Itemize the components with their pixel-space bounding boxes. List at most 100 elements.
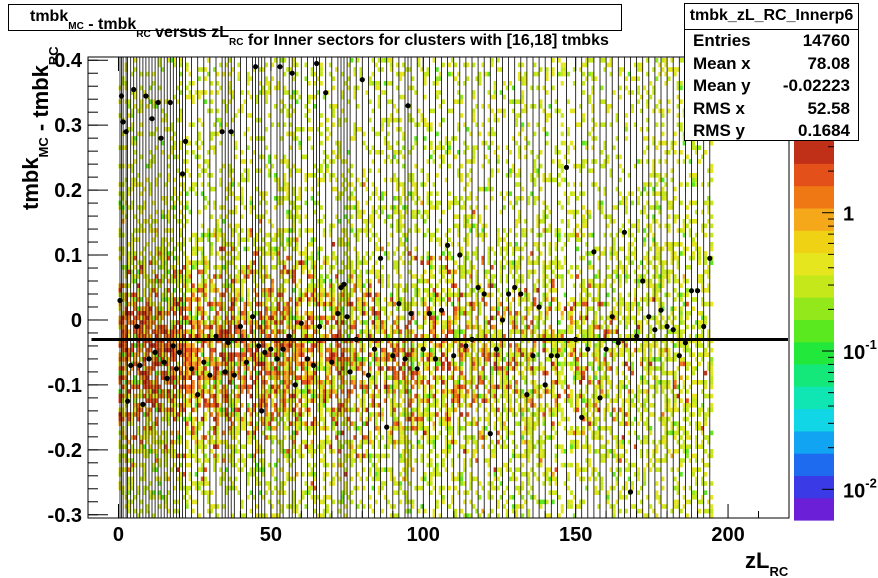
heatmap-cell xyxy=(280,200,284,206)
heatmap-cell xyxy=(414,191,418,196)
heatmap-cell xyxy=(405,426,409,431)
heatmap-cell xyxy=(386,357,390,362)
heatmap-cell xyxy=(142,380,146,385)
heatmap-cell xyxy=(447,297,451,302)
heatmap-cell xyxy=(142,329,146,334)
heatmap-cell xyxy=(145,274,149,279)
heatmap-cell xyxy=(206,150,210,155)
heatmap-cell xyxy=(316,246,320,252)
heatmap-cell xyxy=(344,159,348,164)
heatmap-cell xyxy=(158,265,162,270)
heatmap-cell xyxy=(438,163,442,169)
heatmap-cell xyxy=(328,306,332,311)
heatmap-cell xyxy=(179,403,183,408)
heatmap-cell xyxy=(197,370,201,376)
heatmap-cell xyxy=(243,320,247,325)
heatmap-cell xyxy=(347,416,351,422)
heatmap-cell xyxy=(261,361,265,367)
heatmap-cell xyxy=(332,357,336,362)
heatmap-cell xyxy=(313,200,317,206)
heatmap-cell xyxy=(313,485,317,491)
heatmap-cell xyxy=(386,131,390,137)
heatmap-cell xyxy=(374,472,378,477)
heatmap-cell xyxy=(133,361,137,367)
heatmap-cell xyxy=(292,136,296,141)
heatmap-cell xyxy=(231,182,235,187)
heatmap-cell xyxy=(243,99,247,104)
heatmap-cell xyxy=(237,393,241,399)
heatmap-cell xyxy=(399,485,403,491)
heatmap-cell xyxy=(478,380,482,385)
heatmap-cell xyxy=(188,81,192,86)
heatmap-cell xyxy=(161,297,165,302)
heatmap-cell xyxy=(219,315,223,321)
heatmap-cell xyxy=(191,251,195,256)
heatmap-cell xyxy=(280,99,284,104)
heatmap-cell xyxy=(426,361,430,367)
heatmap-cell xyxy=(127,251,131,256)
heatmap-cell xyxy=(152,283,156,288)
heatmap-cell xyxy=(332,76,336,81)
heatmap-cell xyxy=(289,315,293,321)
heatmap-cell xyxy=(380,508,384,514)
heatmap-cell xyxy=(307,173,311,178)
heatmap-cell xyxy=(130,499,134,505)
heatmap-cell xyxy=(210,306,214,311)
heatmap-cell xyxy=(249,435,253,440)
heatmap-cell xyxy=(274,485,278,491)
heatmap-cell xyxy=(389,513,393,518)
heatmap-cell xyxy=(130,421,134,426)
heatmap-cell xyxy=(225,393,229,399)
heatmap-cell xyxy=(203,260,207,265)
heatmap-cell xyxy=(185,274,189,279)
heatmap-cell xyxy=(475,444,479,449)
heatmap-cell xyxy=(228,444,232,449)
heatmap-cell xyxy=(280,352,284,357)
heatmap-cell xyxy=(216,439,220,445)
heatmap-cell xyxy=(322,462,326,468)
heatmap-cell xyxy=(457,150,461,155)
heatmap-cell xyxy=(280,274,284,279)
heatmap-cell xyxy=(396,150,400,155)
heatmap-cell xyxy=(396,343,400,348)
heatmap-cell xyxy=(414,320,418,325)
heatmap-cell xyxy=(429,347,433,353)
heatmap-cell xyxy=(447,449,451,454)
heatmap-cell xyxy=(481,435,485,440)
heatmap-cell xyxy=(197,357,201,362)
heatmap-cell xyxy=(332,499,336,505)
heatmap-cell xyxy=(426,462,430,468)
heatmap-cell xyxy=(277,329,281,334)
heatmap-cell xyxy=(417,108,421,114)
heatmap-cell xyxy=(463,265,467,270)
heatmap-cell xyxy=(228,430,232,436)
heatmap-cell xyxy=(368,403,372,408)
heatmap-cell xyxy=(219,370,223,376)
heatmap-cell xyxy=(142,352,146,357)
heatmap-cell xyxy=(338,140,342,146)
heatmap-cell xyxy=(225,288,229,293)
heatmap-cell xyxy=(222,334,226,339)
heatmap-cell xyxy=(450,495,454,500)
heatmap-cell xyxy=(450,389,454,394)
heatmap-cell xyxy=(161,343,165,348)
heatmap-cell xyxy=(170,380,174,385)
heatmap-cell xyxy=(176,269,180,275)
heatmap-cell xyxy=(267,421,271,426)
heatmap-cell xyxy=(371,108,375,114)
heatmap-cell xyxy=(454,439,458,445)
heatmap-cell xyxy=(139,122,143,127)
heatmap-cell xyxy=(130,458,134,463)
heatmap-cell xyxy=(225,260,229,265)
heatmap-cell xyxy=(206,301,210,307)
heatmap-cell xyxy=(301,343,305,348)
heatmap-cell xyxy=(417,62,421,68)
heatmap-cell xyxy=(472,380,476,385)
heatmap-cell xyxy=(399,71,403,77)
heatmap-cell xyxy=(484,232,488,238)
heatmap-cell xyxy=(255,370,259,376)
heatmap-cell xyxy=(158,58,162,63)
heatmap-cell xyxy=(194,407,198,413)
heatmap-cell xyxy=(185,499,189,505)
heatmap-cell xyxy=(325,375,329,380)
